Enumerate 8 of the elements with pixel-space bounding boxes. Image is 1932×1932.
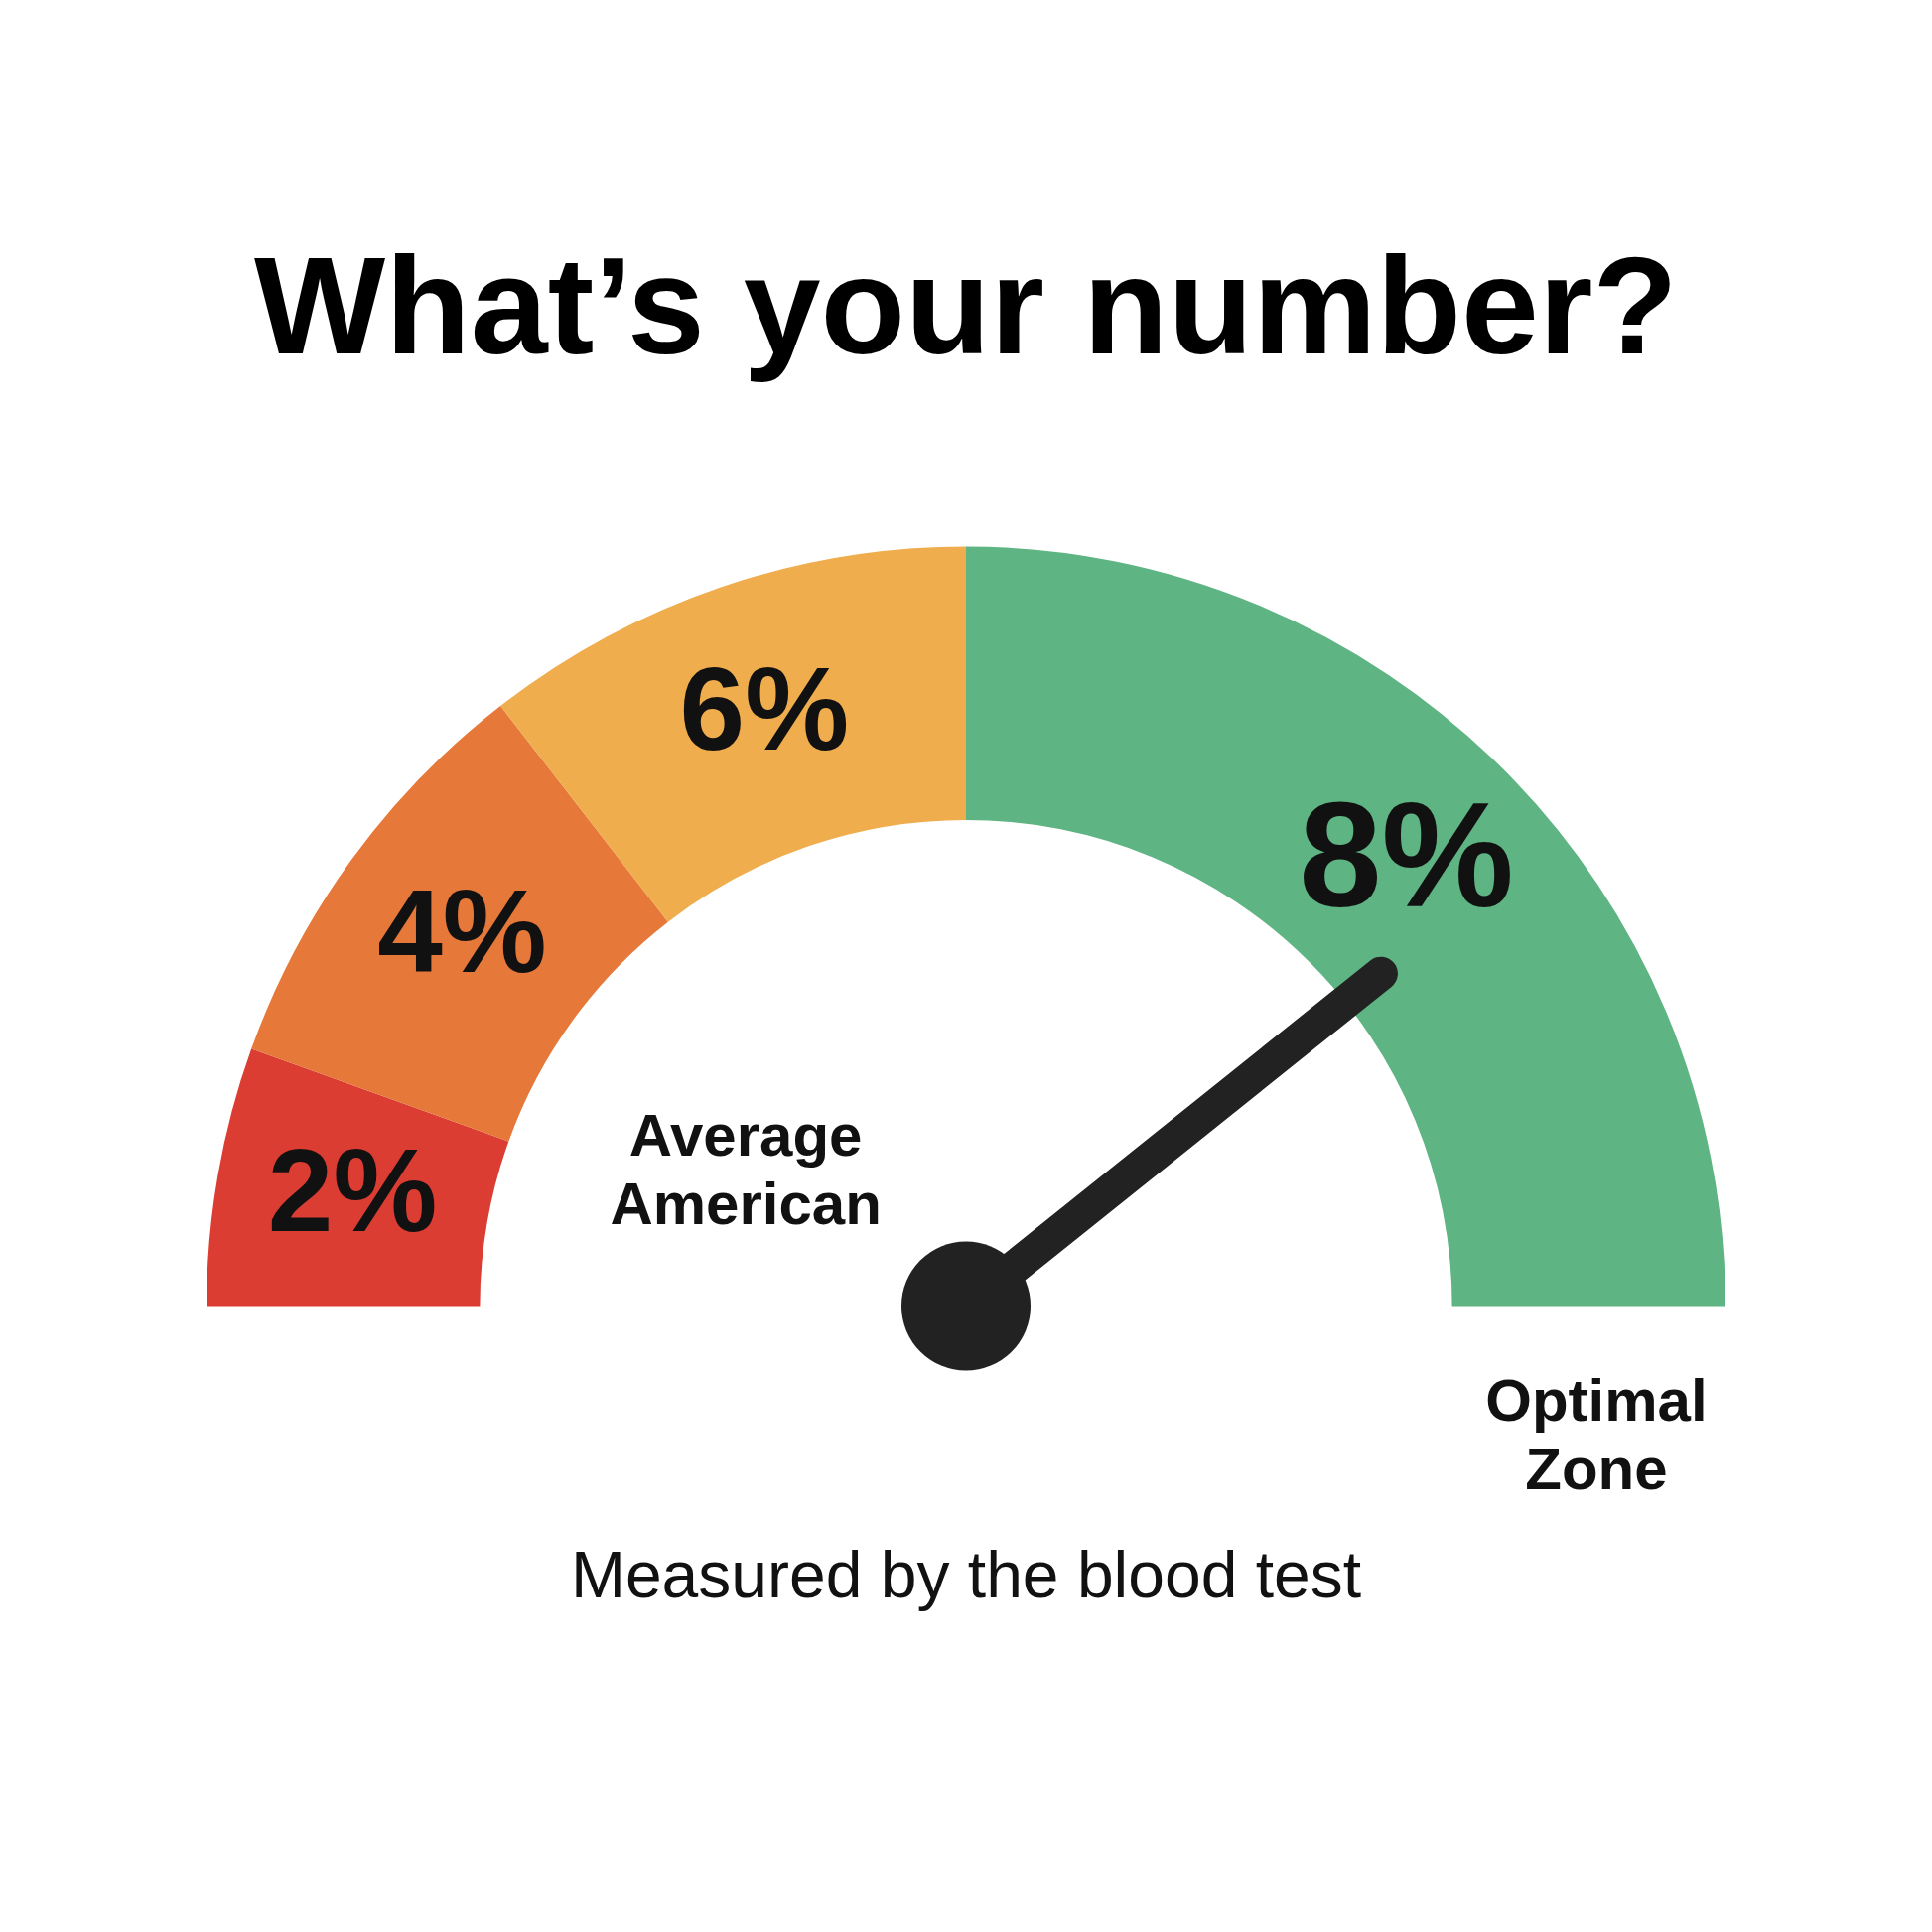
chart-title: What’s your number?	[253, 226, 1679, 385]
text: Average American	[610, 1101, 882, 1237]
slice-label: 2%	[267, 1125, 438, 1257]
text: Optimal Zone	[1485, 1367, 1708, 1503]
slice-label: 4%	[377, 866, 547, 998]
text: Measured by the blood test	[570, 1538, 1362, 1612]
slice-label: 8%	[1299, 771, 1514, 939]
slice-label: 6%	[679, 642, 850, 774]
